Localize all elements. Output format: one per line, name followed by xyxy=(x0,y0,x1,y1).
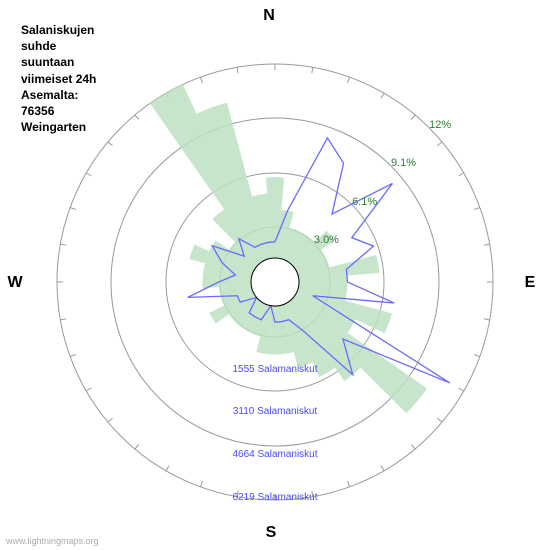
count-label: 4664 Salamaniskut xyxy=(232,449,317,460)
axis-label-s: S xyxy=(266,524,277,541)
pct-label: 9.1% xyxy=(391,157,416,169)
tick xyxy=(459,173,464,176)
tick xyxy=(437,142,442,146)
tick xyxy=(70,207,76,209)
tick xyxy=(437,418,442,422)
pct-label: 3.0% xyxy=(314,234,339,246)
tick xyxy=(200,481,202,487)
axis-label-n: N xyxy=(263,7,275,24)
tick xyxy=(484,244,490,245)
pct-label: 6.1% xyxy=(352,196,377,208)
tick xyxy=(86,388,91,391)
tick xyxy=(135,115,139,120)
tick xyxy=(381,93,384,98)
tick xyxy=(108,142,113,146)
tick xyxy=(60,244,66,245)
tick xyxy=(86,173,91,176)
axis-label-e: E xyxy=(525,274,536,291)
tick xyxy=(70,355,76,357)
tick xyxy=(411,115,415,120)
tick xyxy=(237,67,238,73)
count-label: 3110 Salamaniskut xyxy=(233,406,318,417)
tick xyxy=(474,355,480,357)
tick xyxy=(60,319,66,320)
tick xyxy=(135,444,139,449)
tick xyxy=(166,466,169,471)
footer-credit: www.lightningmaps.org xyxy=(6,536,99,546)
count-label: 1555 Salamaniskut xyxy=(232,364,317,375)
tick xyxy=(200,77,202,83)
center-hole xyxy=(251,258,299,306)
tick xyxy=(411,444,415,449)
tick xyxy=(474,207,480,209)
tick xyxy=(484,319,490,320)
tick xyxy=(108,418,113,422)
axis-label-w: W xyxy=(7,274,23,291)
tick xyxy=(381,466,384,471)
tick xyxy=(348,481,350,487)
count-label: 6219 Salamaniskut xyxy=(232,492,317,503)
tick xyxy=(459,388,464,391)
pct-label: 12% xyxy=(429,119,451,131)
tick xyxy=(348,77,350,83)
chart-title: Salaniskujensuhdesuuntaanviimeiset 24hAs… xyxy=(21,22,96,135)
tick xyxy=(312,67,313,73)
